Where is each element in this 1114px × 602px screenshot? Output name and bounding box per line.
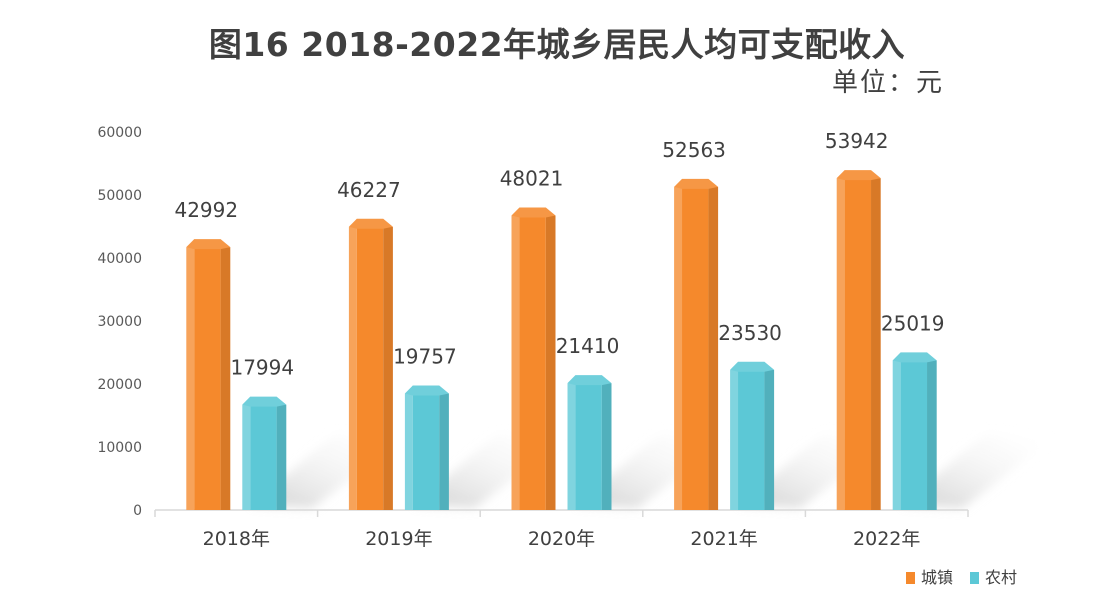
y-tick-label: 50000 <box>97 188 142 204</box>
bar-农村 <box>567 375 612 510</box>
y-tick-label: 60000 <box>97 125 142 141</box>
bar-shadow <box>902 432 1053 508</box>
category-label: 2019年 <box>365 528 432 550</box>
bar-城镇 <box>511 207 556 510</box>
data-label: 23530 <box>718 321 782 345</box>
data-label: 42992 <box>174 198 238 222</box>
bar-城镇 <box>186 239 231 511</box>
legend: 城镇 农村 <box>906 568 1017 587</box>
chart-unit-label: 单位：元 <box>831 68 944 98</box>
y-tick-label: 0 <box>133 503 142 519</box>
category-label: 2018年 <box>203 528 270 550</box>
value-labels: 42992 17994 46227 19757 48021 21410 52563 23530… <box>174 129 944 379</box>
chart-title: 图16 2018-2022年城乡居民人均可支配收入 <box>208 25 906 64</box>
data-label: 46227 <box>337 178 401 202</box>
y-tick-label: 40000 <box>97 251 142 267</box>
legend-swatch <box>970 572 979 584</box>
axes: 0 10000 20000 30000 40000 50000 60000 2018年 2019… <box>97 125 969 550</box>
bar-城镇 <box>836 170 881 510</box>
data-label: 53942 <box>825 129 889 153</box>
data-label: 17994 <box>230 356 294 380</box>
category-label: 2021年 <box>690 528 757 550</box>
data-label: 19757 <box>393 345 457 369</box>
bar-农村 <box>892 352 937 510</box>
bar-城镇 <box>674 178 719 511</box>
data-label: 25019 <box>881 311 945 335</box>
bars <box>186 170 937 511</box>
y-tick-label: 30000 <box>97 314 142 330</box>
y-tick-label: 10000 <box>97 440 142 456</box>
data-label: 52563 <box>662 138 726 162</box>
bar-农村 <box>404 385 449 510</box>
legend-swatch <box>906 572 915 584</box>
legend-item: 城镇 <box>906 568 953 587</box>
category-label: 2022年 <box>853 528 920 550</box>
category-label: 2020年 <box>528 528 595 550</box>
bar-农村 <box>730 361 775 510</box>
legend-item: 农村 <box>970 568 1017 587</box>
data-label: 21410 <box>556 334 620 358</box>
legend-label: 农村 <box>985 568 1017 587</box>
data-label: 48021 <box>500 166 564 190</box>
y-tick-label: 20000 <box>97 377 142 393</box>
bar-农村 <box>242 396 287 510</box>
legend-label: 城镇 <box>921 568 953 587</box>
bar-城镇 <box>348 218 393 510</box>
